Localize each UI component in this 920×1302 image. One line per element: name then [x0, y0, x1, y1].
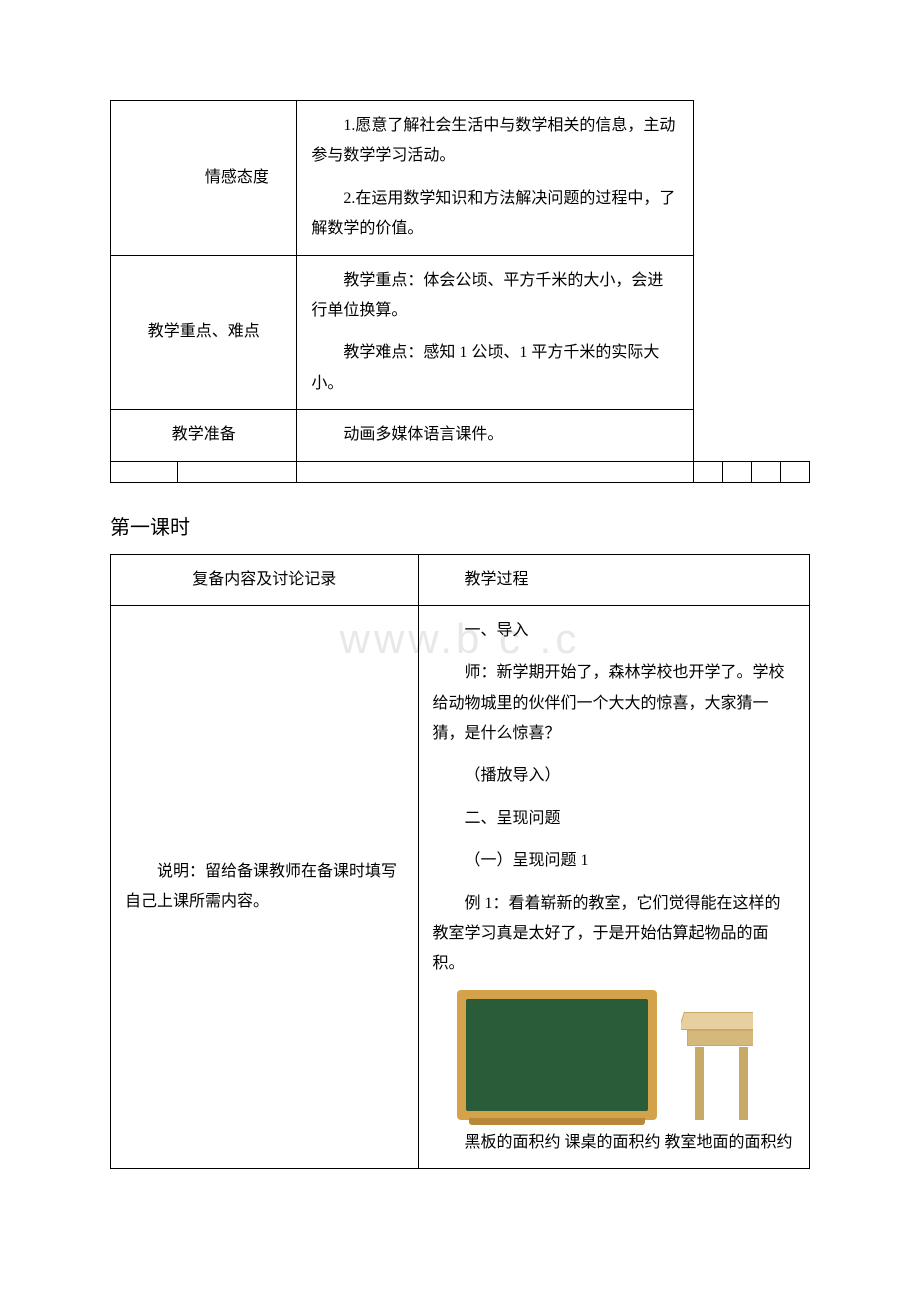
- section-title: 第一课时: [110, 511, 810, 540]
- paragraph: 动画多媒体语言课件。: [311, 420, 679, 450]
- empty-cell: [111, 461, 178, 482]
- lesson-table: 复备内容及讨论记录 教学过程 说明：留给备课教师在备课时填写自己上课所需内容。 …: [110, 554, 810, 1170]
- cell-content-keypoints: 教学重点：体会公顷、平方千米的大小，会进行单位换算。 教学难点：感知 1 公顷、…: [297, 255, 694, 410]
- desk-leg: [739, 1047, 748, 1120]
- cell-content-attitude: 1.愿意了解社会生活中与数学相关的信息，主动参与数学学习活动。 2.在运用数学知…: [297, 101, 694, 256]
- heading-2: 二、呈现问题: [433, 804, 795, 834]
- paragraph: 师：新学期开始了，森林学校也开学了。学校给动物城里的伙伴们一个大大的惊喜，大家猜…: [433, 658, 795, 749]
- cell-label-keypoints: 教学重点、难点: [111, 255, 297, 410]
- table-body-row: 说明：留给备课教师在备课时填写自己上课所需内容。 一、导入 师：新学期开始了，森…: [111, 605, 810, 1168]
- empty-cell: [693, 461, 722, 482]
- empty-cell: [177, 461, 297, 482]
- illustration-caption: 黑板的面积约 课桌的面积约 教室地面的面积约: [433, 1128, 795, 1158]
- table-row-empty: [111, 461, 810, 482]
- cell-notes: 说明：留给备课教师在备课时填写自己上课所需内容。: [111, 605, 419, 1168]
- table-header-row: 复备内容及讨论记录 教学过程: [111, 554, 810, 605]
- empty-cell: [297, 461, 694, 482]
- desk-leg: [695, 1047, 704, 1120]
- paragraph: 教学重点：体会公顷、平方千米的大小，会进行单位换算。: [311, 266, 679, 327]
- empty-cell: [780, 461, 809, 482]
- cell-label-attitude: 情感态度: [177, 101, 297, 256]
- cell-blank: [111, 101, 178, 256]
- paragraph: 例 1：看着崭新的教室，它们觉得能在这样的教室学习真是太好了，于是开始估算起物品…: [433, 889, 795, 980]
- blackboard-tray: [469, 1118, 645, 1125]
- header-col-process: 教学过程: [418, 554, 809, 605]
- cell-label-prep: 教学准备: [111, 410, 297, 461]
- empty-cell: [722, 461, 751, 482]
- table-row: 教学重点、难点 教学重点：体会公顷、平方千米的大小，会进行单位换算。 教学难点：…: [111, 255, 810, 410]
- table-row: 情感态度 1.愿意了解社会生活中与数学相关的信息，主动参与数学学习活动。 2.在…: [111, 101, 810, 256]
- subheading: （一）呈现问题 1: [433, 846, 795, 876]
- desk-icon: [681, 990, 753, 1120]
- document-page: 情感态度 1.愿意了解社会生活中与数学相关的信息，主动参与数学学习活动。 2.在…: [0, 0, 920, 1229]
- blackboard-surface: [466, 999, 648, 1111]
- cell-process: 一、导入 师：新学期开始了，森林学校也开学了。学校给动物城里的伙伴们一个大大的惊…: [418, 605, 809, 1168]
- paragraph: 2.在运用数学知识和方法解决问题的过程中，了解数学的价值。: [311, 184, 679, 245]
- illustration-row: [457, 990, 795, 1120]
- empty-cell: [751, 461, 780, 482]
- table-row: 教学准备 动画多媒体语言课件。: [111, 410, 810, 461]
- header-text: 教学过程: [433, 565, 529, 595]
- desk-top: [681, 1012, 753, 1030]
- desk-front: [687, 1030, 753, 1046]
- cell-content-prep: 动画多媒体语言课件。: [297, 410, 694, 461]
- heading-1: 一、导入: [433, 616, 795, 646]
- notes-text: 说明：留给备课教师在备课时填写自己上课所需内容。: [125, 857, 404, 918]
- paragraph: 教学难点：感知 1 公顷、1 平方千米的实际大小。: [311, 338, 679, 399]
- objectives-table: 情感态度 1.愿意了解社会生活中与数学相关的信息，主动参与数学学习活动。 2.在…: [110, 100, 810, 483]
- paragraph: 1.愿意了解社会生活中与数学相关的信息，主动参与数学学习活动。: [311, 111, 679, 172]
- paragraph: （播放导入）: [433, 761, 795, 791]
- header-col-notes: 复备内容及讨论记录: [111, 554, 419, 605]
- blackboard-icon: [457, 990, 657, 1120]
